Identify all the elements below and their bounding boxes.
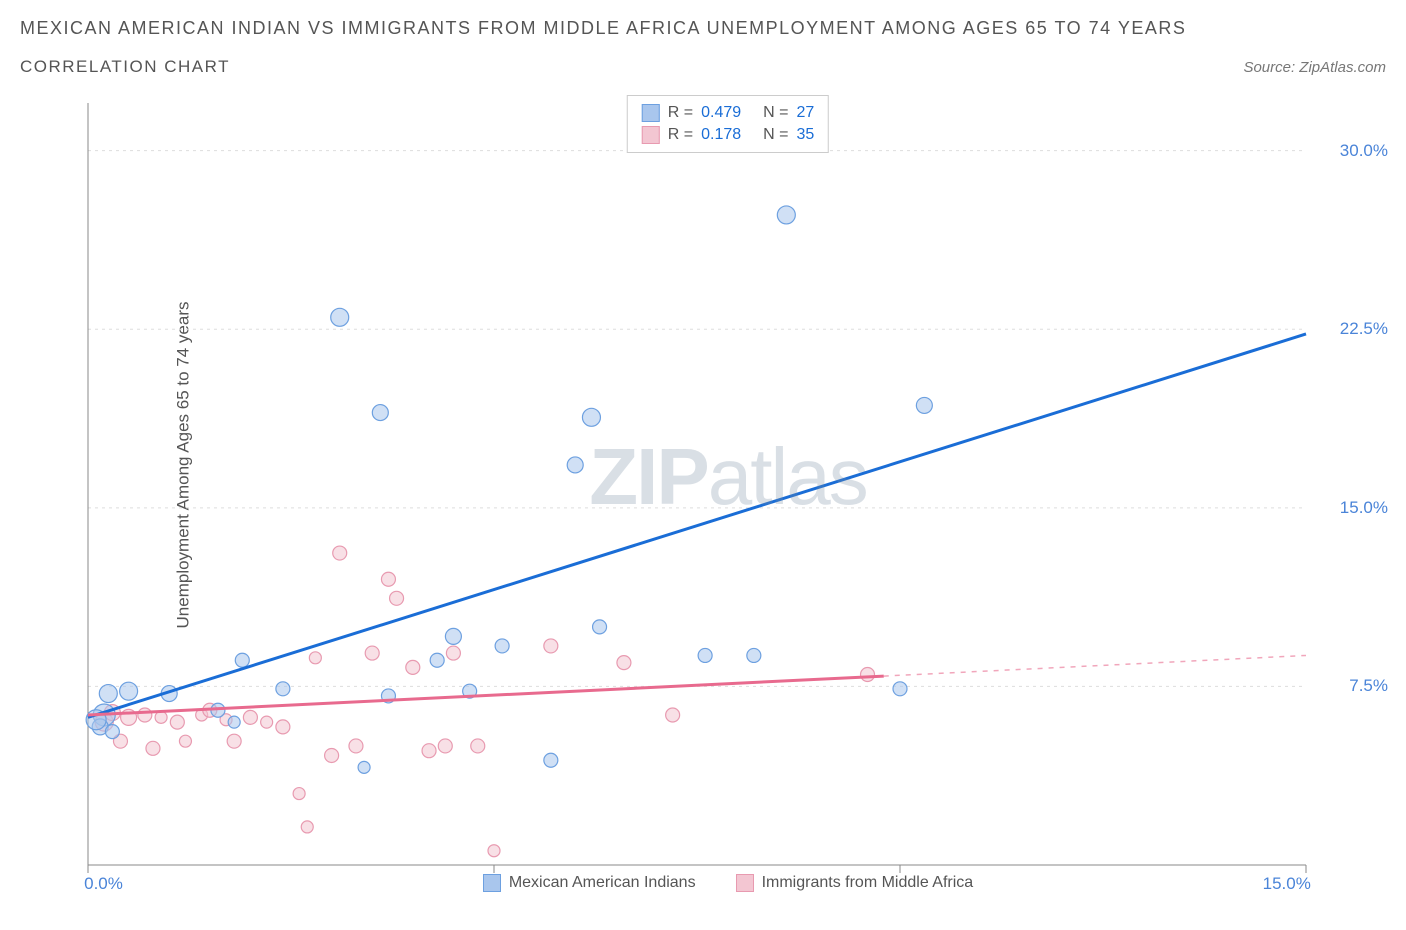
legend-r-value: 0.178: [701, 126, 755, 144]
legend-n-value: 35: [796, 126, 814, 144]
scatter-plot: [70, 95, 1386, 890]
x-tick-label: 0.0%: [84, 874, 123, 894]
legend-top-row: R = 0.479 N = 27: [642, 102, 814, 124]
legend-swatch: [736, 874, 754, 892]
y-tick-label: 22.5%: [1340, 319, 1388, 339]
legend-swatch: [642, 104, 660, 122]
legend-top-row: R = 0.178 N = 35: [642, 124, 814, 146]
chart-area: ZIPatlas R =0.479N =27R =0.178N =35 Mexi…: [70, 95, 1386, 890]
y-tick-label: 30.0%: [1340, 141, 1388, 161]
source-label: Source: ZipAtlas.com: [1243, 59, 1386, 76]
y-tick-label: 15.0%: [1340, 498, 1388, 518]
correlation-legend: R = 0.479 N = 27 R = 0.178 N = 35: [627, 95, 829, 153]
legend-r-label: R =: [668, 126, 693, 144]
legend-n-label: N =: [763, 126, 788, 144]
series-legend: Mexican American Indians Immigrants from …: [70, 874, 1386, 892]
legend-n-value: 27: [796, 104, 814, 122]
legend-r-value: 0.479: [701, 104, 755, 122]
series-name: Mexican American Indians: [509, 874, 696, 892]
legend-bottom-item: Immigrants from Middle Africa: [736, 874, 974, 892]
series-name: Immigrants from Middle Africa: [762, 874, 974, 892]
chart-subtitle: CORRELATION CHART: [20, 57, 230, 77]
legend-n-label: N =: [763, 104, 788, 122]
chart-title: MEXICAN AMERICAN INDIAN VS IMMIGRANTS FR…: [20, 18, 1386, 39]
legend-swatch: [642, 126, 660, 144]
legend-r-label: R =: [668, 104, 693, 122]
legend-bottom-item: Mexican American Indians: [483, 874, 696, 892]
legend-swatch: [483, 874, 501, 892]
x-tick-label: 15.0%: [1263, 874, 1311, 894]
y-tick-label: 7.5%: [1349, 676, 1388, 696]
